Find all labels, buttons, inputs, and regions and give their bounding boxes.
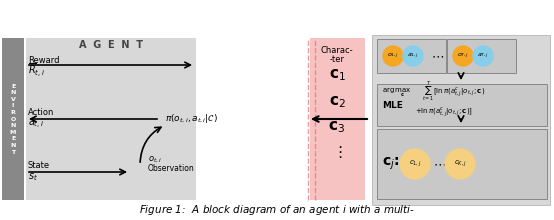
- Text: $\vdots$: $\vdots$: [332, 144, 342, 160]
- FancyBboxPatch shape: [377, 84, 547, 126]
- FancyBboxPatch shape: [26, 38, 196, 200]
- Text: $o_{t,i}$: $o_{t,i}$: [148, 155, 162, 165]
- Text: $c_{1,j}$: $c_{1,j}$: [409, 159, 422, 169]
- Text: $s_t$: $s_t$: [28, 171, 38, 183]
- Text: $\pi(o_{t,i}, a_{t,i}|\mathcal{C})$: $\pi(o_{t,i}, a_{t,i}|\mathcal{C})$: [165, 113, 218, 125]
- FancyBboxPatch shape: [377, 39, 446, 73]
- Text: $a_{1,j}$: $a_{1,j}$: [407, 51, 419, 61]
- Text: E
N
V
I
R
O
N
M
E
N
T: E N V I R O N M E N T: [10, 84, 16, 154]
- Text: Figure 1:  A block diagram of an agent $i$ with a multi-: Figure 1: A block diagram of an agent $i…: [139, 203, 415, 217]
- Text: Charac-: Charac-: [321, 46, 353, 55]
- Text: Observation: Observation: [148, 163, 195, 172]
- Text: $a_{t,i}$: $a_{t,i}$: [28, 117, 44, 130]
- Text: Reward: Reward: [28, 55, 59, 64]
- Circle shape: [400, 149, 430, 179]
- Text: $+\ln\pi(a_{t,j}^c|o_{t,j};\mathbf{c})]$: $+\ln\pi(a_{t,j}^c|o_{t,j};\mathbf{c})]$: [415, 105, 473, 119]
- Text: Action: Action: [28, 108, 54, 117]
- Text: $\cdots$: $\cdots$: [432, 50, 444, 62]
- FancyBboxPatch shape: [2, 38, 24, 200]
- Circle shape: [445, 149, 475, 179]
- Text: $\arg\max_{\mathbf{c}}$: $\arg\max_{\mathbf{c}}$: [382, 85, 412, 99]
- Text: State: State: [28, 161, 50, 169]
- Text: $o_{T,j}$: $o_{T,j}$: [457, 51, 469, 61]
- Text: $\cdots$: $\cdots$: [433, 158, 447, 170]
- Text: $c_{K,j}$: $c_{K,j}$: [454, 159, 466, 169]
- Text: $\mathbf{c}_3$: $\mathbf{c}_3$: [329, 119, 346, 135]
- Text: $\overline{R}_{t,i}$: $\overline{R}_{t,i}$: [28, 61, 45, 79]
- Text: MLE: MLE: [382, 101, 403, 110]
- FancyBboxPatch shape: [310, 38, 365, 200]
- Text: $\mathbf{c}_j$:: $\mathbf{c}_j$:: [382, 156, 399, 172]
- Text: -ter: -ter: [330, 55, 345, 64]
- Text: $\sum_{t=1}^{T}[\ln\pi(a_{t,j}^c|o_{t,j};\mathbf{c})$: $\sum_{t=1}^{T}[\ln\pi(a_{t,j}^c|o_{t,j}…: [422, 80, 485, 104]
- Circle shape: [403, 46, 423, 66]
- Text: $\mathbf{c}_2$: $\mathbf{c}_2$: [329, 94, 346, 110]
- Text: $o_{1,j}$: $o_{1,j}$: [387, 51, 399, 61]
- Text: A  G  E  N  T: A G E N T: [79, 40, 143, 50]
- FancyBboxPatch shape: [377, 129, 547, 199]
- FancyBboxPatch shape: [447, 39, 516, 73]
- Text: $\mathbf{c}_1$: $\mathbf{c}_1$: [329, 67, 346, 83]
- Circle shape: [453, 46, 473, 66]
- FancyBboxPatch shape: [372, 35, 550, 205]
- Circle shape: [473, 46, 493, 66]
- Circle shape: [383, 46, 403, 66]
- Text: $a_{T,j}$: $a_{T,j}$: [477, 51, 489, 61]
